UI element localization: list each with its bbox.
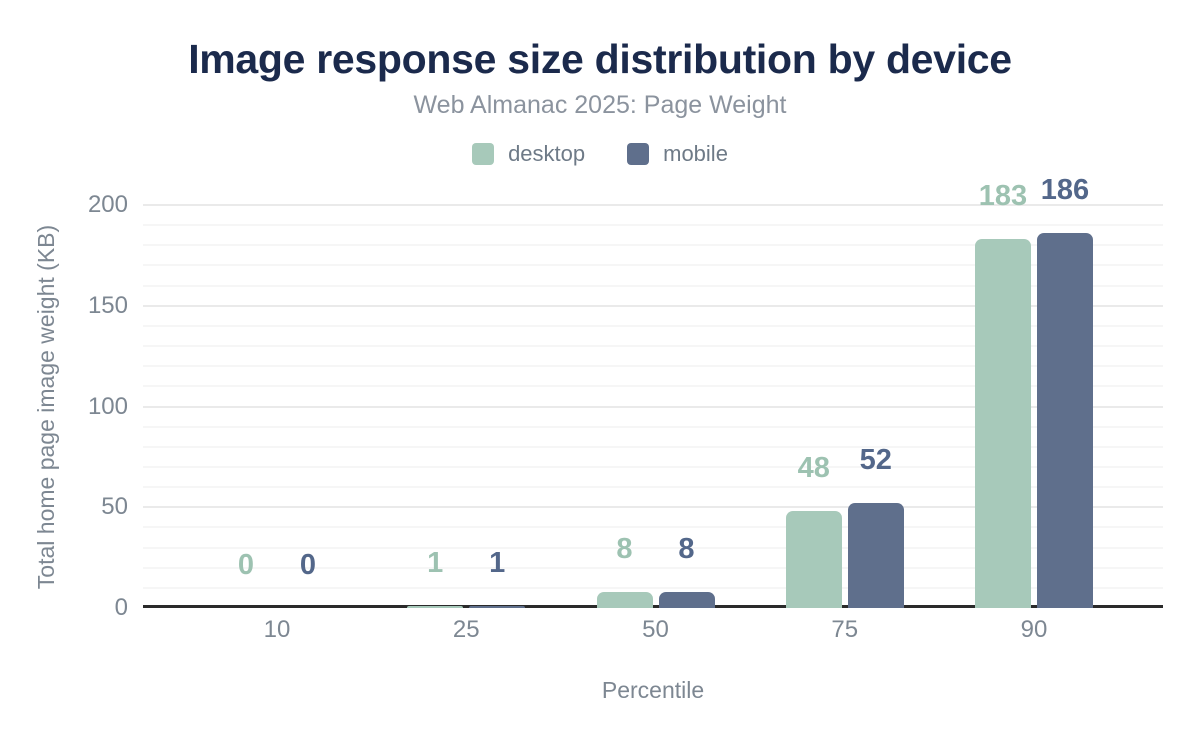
x-tick-label: 90	[1020, 616, 1048, 643]
gridline-major	[143, 304, 1163, 307]
y-tick-label: 200	[87, 191, 128, 218]
y-tick-label: 0	[114, 594, 128, 621]
gridline-minor	[143, 425, 1163, 428]
gridline-minor	[143, 345, 1163, 348]
gridline-minor	[143, 546, 1163, 549]
gridline-minor	[143, 465, 1163, 468]
bar-value-label-desktop-p50: 8	[616, 532, 633, 565]
legend-item-desktop: desktop	[472, 141, 585, 167]
x-axis-title: Percentile	[601, 677, 705, 703]
gridline-minor	[143, 385, 1163, 388]
gridline-minor	[143, 244, 1163, 247]
bar-desktop-p90	[975, 239, 1031, 608]
bar-value-label-desktop-p75: 48	[797, 452, 830, 485]
bar-desktop-p50	[596, 591, 653, 608]
x-tick-label: 75	[831, 616, 859, 643]
gridline-minor	[143, 445, 1163, 448]
legend-label-mobile: mobile	[663, 141, 728, 166]
legend-item-mobile: mobile	[627, 141, 728, 167]
gridline-minor	[143, 566, 1163, 569]
bar-mobile-p25	[469, 606, 526, 608]
bar-value-label-mobile-p25: 1	[489, 547, 506, 579]
bar-value-label-mobile-p50: 8	[678, 532, 695, 565]
bar-value-label-desktop-p10: 0	[237, 549, 255, 581]
gridline-minor	[143, 586, 1163, 589]
gridline-minor	[143, 526, 1163, 529]
gridline-major	[143, 506, 1163, 509]
bar-value-label-mobile-p10: 0	[299, 549, 317, 581]
chart-subtitle: Web Almanac 2025: Page Weight	[413, 91, 787, 119]
bar-desktop-p25	[407, 606, 464, 608]
bar-mobile-p50	[658, 591, 715, 608]
gridline-minor	[143, 224, 1163, 227]
bar-mobile-p90	[1037, 233, 1093, 608]
gridline-major	[143, 405, 1163, 408]
legend-label-desktop: desktop	[508, 141, 586, 166]
bar-value-label-mobile-p90: 186	[1040, 174, 1090, 207]
gridline-major	[143, 204, 1163, 206]
gridline-minor	[143, 324, 1163, 327]
y-tick-label: 150	[87, 291, 128, 319]
legend-swatch-desktop	[472, 143, 495, 165]
gridline-minor	[143, 264, 1163, 267]
legend-swatch-mobile	[627, 143, 650, 165]
y-axis-title: Total home page image weight (KB)	[33, 224, 59, 590]
chart-legend: desktop mobile	[0, 141, 1200, 167]
y-tick-label: 100	[87, 392, 128, 420]
x-tick-label: 50	[642, 616, 669, 643]
y-tick-label: 50	[101, 493, 128, 521]
x-tick-label: 10	[263, 616, 291, 643]
bar-value-label-mobile-p75: 52	[859, 444, 892, 477]
gridline-minor	[143, 486, 1163, 489]
x-axis-line	[143, 605, 1163, 608]
gridline-minor	[143, 365, 1163, 368]
bar-mobile-p75	[847, 503, 904, 608]
x-tick-label: 25	[452, 616, 480, 643]
chart-title: Image response size distribution by devi…	[188, 36, 1012, 82]
gridline-minor	[143, 284, 1163, 287]
bar-value-label-desktop-p90: 183	[978, 180, 1028, 213]
bar-desktop-p75	[785, 511, 842, 608]
bar-value-label-desktop-p25: 1	[427, 547, 444, 579]
